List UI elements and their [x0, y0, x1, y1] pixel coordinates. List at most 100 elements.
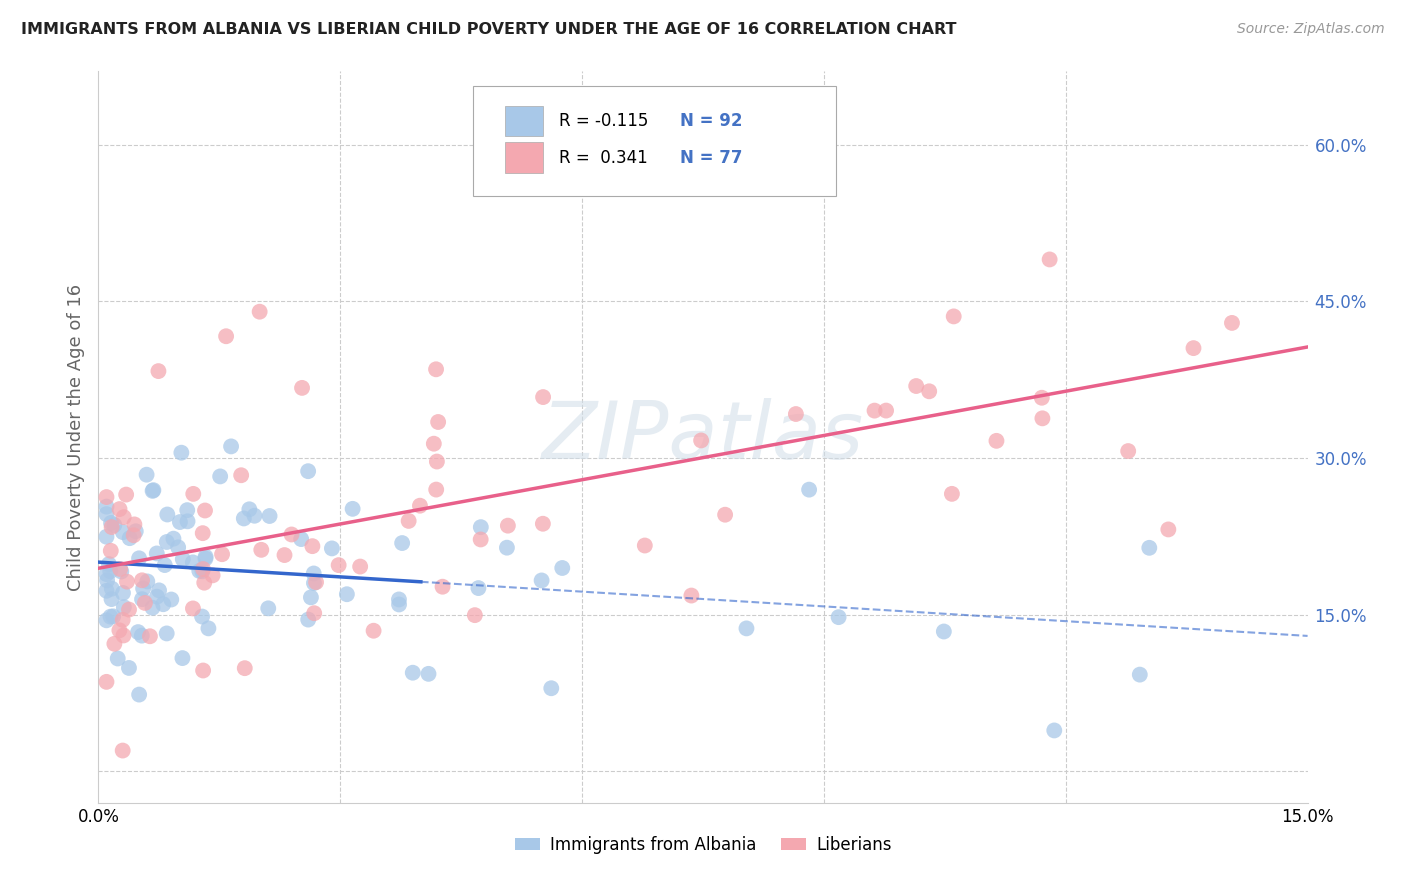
Text: Source: ZipAtlas.com: Source: ZipAtlas.com	[1237, 22, 1385, 37]
Point	[128, 688, 150, 702]
Point	[96, 530, 118, 544]
Point	[425, 362, 447, 376]
Point	[167, 541, 190, 555]
Point	[863, 403, 886, 417]
Point	[496, 541, 519, 555]
Point	[142, 483, 165, 497]
Point	[131, 629, 153, 643]
FancyBboxPatch shape	[474, 86, 837, 195]
Point	[96, 613, 118, 627]
Point	[172, 552, 194, 566]
Y-axis label: Child Poverty Under the Age of 16: Child Poverty Under the Age of 16	[66, 284, 84, 591]
Point	[211, 547, 233, 561]
Point	[363, 624, 385, 638]
Point	[148, 364, 170, 378]
Point	[233, 661, 256, 675]
Text: N = 92: N = 92	[681, 112, 742, 130]
Point	[299, 591, 322, 605]
Point	[103, 637, 125, 651]
Point	[191, 526, 214, 541]
Point	[540, 681, 562, 696]
Point	[100, 609, 122, 624]
Point	[96, 500, 118, 514]
Point	[107, 651, 129, 665]
Point	[531, 516, 554, 531]
Point	[432, 580, 454, 594]
Point	[391, 536, 413, 550]
Point	[100, 592, 122, 607]
Point	[115, 487, 138, 501]
FancyBboxPatch shape	[505, 106, 543, 136]
Point	[96, 674, 118, 689]
FancyBboxPatch shape	[505, 143, 543, 173]
Point	[418, 666, 440, 681]
Point	[100, 543, 122, 558]
Point	[193, 575, 215, 590]
Point	[122, 528, 145, 542]
Point	[986, 434, 1008, 448]
Point	[135, 467, 157, 482]
Point	[131, 574, 153, 588]
Point	[243, 508, 266, 523]
Point	[146, 590, 169, 604]
Point	[100, 520, 122, 534]
Point	[231, 468, 253, 483]
Point	[425, 483, 447, 497]
Point	[342, 501, 364, 516]
Point	[470, 520, 492, 534]
Point	[681, 589, 703, 603]
Point	[96, 507, 118, 521]
Point	[172, 651, 194, 665]
Point	[188, 564, 211, 578]
Point	[191, 562, 214, 576]
Point	[156, 508, 179, 522]
Point	[388, 592, 411, 607]
Point	[349, 559, 371, 574]
Point	[111, 586, 134, 600]
Point	[111, 613, 134, 627]
Point	[290, 532, 312, 546]
Point	[209, 469, 232, 483]
Point	[918, 384, 941, 399]
Point	[169, 515, 191, 529]
Point	[467, 581, 489, 595]
Point	[124, 517, 146, 532]
Point	[111, 525, 134, 540]
Point	[194, 549, 217, 564]
Point	[530, 574, 553, 588]
Point	[215, 329, 238, 343]
Point	[1039, 252, 1062, 267]
Point	[134, 596, 156, 610]
Point	[297, 464, 319, 478]
Text: ZIPatlas: ZIPatlas	[541, 398, 865, 476]
Legend: Immigrants from Albania, Liberians: Immigrants from Albania, Liberians	[508, 829, 898, 860]
Point	[101, 609, 124, 624]
Point	[426, 454, 449, 468]
Point	[1043, 723, 1066, 738]
Point	[96, 583, 118, 598]
Point	[197, 621, 219, 635]
Point	[156, 626, 179, 640]
Point	[194, 503, 217, 517]
Point	[905, 379, 928, 393]
Point	[181, 487, 204, 501]
Point	[141, 600, 163, 615]
Point	[194, 551, 217, 566]
Point	[1129, 667, 1152, 681]
Point	[291, 381, 314, 395]
Point	[932, 624, 955, 639]
Point	[128, 551, 150, 566]
Point	[735, 621, 758, 635]
Point	[148, 583, 170, 598]
Point	[336, 587, 359, 601]
Point	[191, 609, 214, 624]
Point	[108, 502, 131, 516]
Point	[131, 592, 153, 607]
Point	[153, 558, 176, 572]
Point	[108, 624, 131, 638]
Point	[112, 600, 135, 615]
Point	[1031, 391, 1053, 405]
Point	[827, 610, 849, 624]
Point	[280, 527, 302, 541]
Point	[1116, 444, 1139, 458]
